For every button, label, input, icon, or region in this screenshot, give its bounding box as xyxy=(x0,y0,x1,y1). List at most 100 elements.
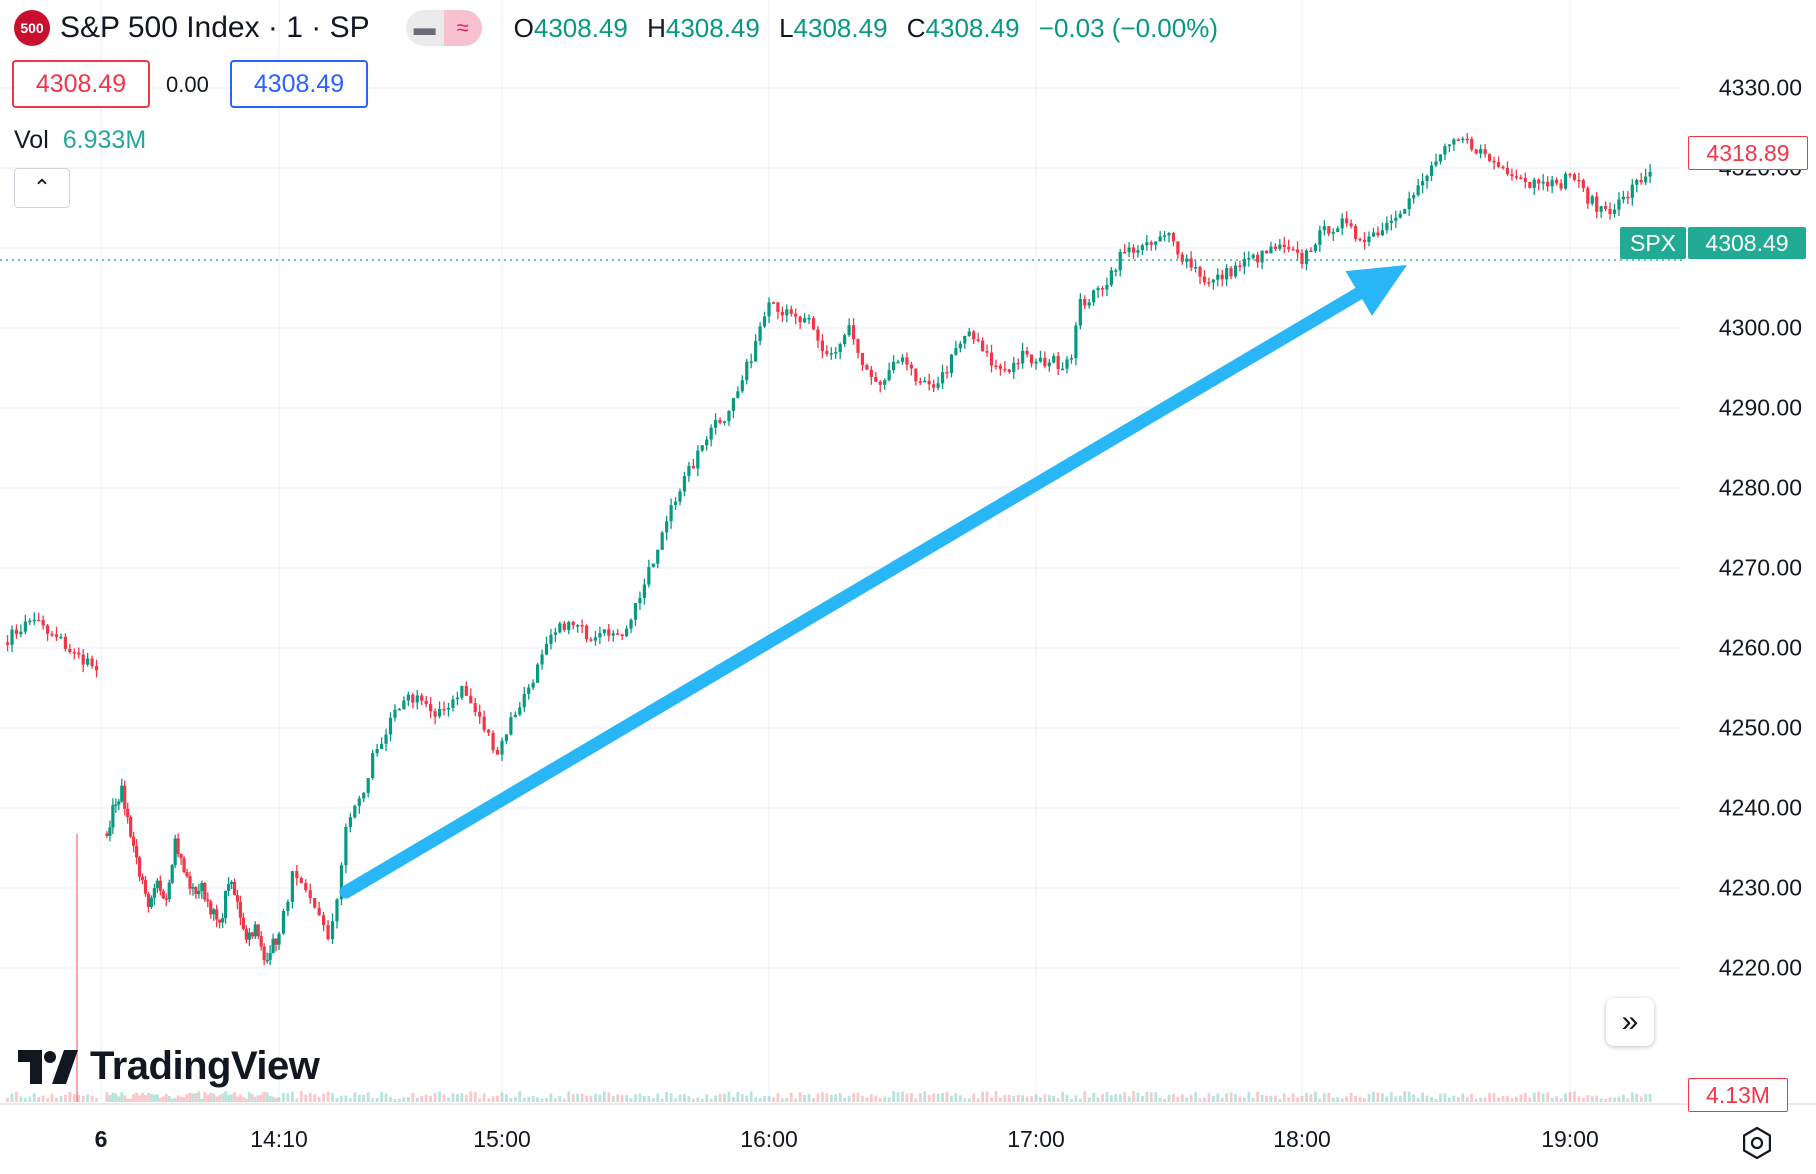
candle xyxy=(1572,172,1577,182)
candle xyxy=(50,630,54,637)
candle xyxy=(869,366,873,385)
volume-bar xyxy=(277,1097,281,1102)
volume-bar xyxy=(451,1092,455,1102)
minus-icon[interactable]: ▬ xyxy=(405,10,444,46)
volume-bar xyxy=(353,1092,357,1102)
session-toggle[interactable]: ▬ ≈ xyxy=(405,10,482,46)
volume-bar xyxy=(120,1092,124,1102)
tradingview-logo[interactable]: TradingView xyxy=(18,1044,320,1089)
volume-bar xyxy=(95,1098,98,1102)
candle xyxy=(339,862,344,905)
volume-bar xyxy=(1123,1092,1127,1102)
candle xyxy=(536,662,540,683)
volume-bar xyxy=(647,1096,651,1102)
candle xyxy=(81,649,85,673)
candle xyxy=(1083,295,1087,310)
volume-bar xyxy=(967,1098,971,1102)
ohlc-readout: O4308.49 H4308.49 L4308.49 C4308.49 −0.0… xyxy=(514,13,1230,44)
volume-bar xyxy=(464,1094,468,1102)
candle xyxy=(10,625,14,653)
volume-bar xyxy=(1403,1091,1407,1102)
volume-bar xyxy=(185,1094,189,1102)
candle xyxy=(954,340,958,356)
candle xyxy=(23,614,27,635)
volume-bar xyxy=(683,1093,686,1102)
candle xyxy=(553,627,557,643)
arrow-shaft xyxy=(339,286,1366,899)
volume-bar xyxy=(357,1094,361,1102)
volume-bar xyxy=(144,1095,147,1102)
candle xyxy=(1403,208,1407,214)
candle xyxy=(1421,173,1425,194)
candle xyxy=(958,341,962,353)
candle xyxy=(188,871,192,895)
candle xyxy=(63,633,67,652)
volume-bar xyxy=(594,1093,597,1102)
buy-price-button[interactable]: 4308.49 xyxy=(230,60,368,108)
volume-bar xyxy=(215,1096,219,1102)
symbol-title[interactable]: S&P 500 Index · 1 · SP xyxy=(60,11,370,44)
volume-bar xyxy=(1639,1096,1643,1102)
volume-bar xyxy=(696,1097,700,1102)
candle xyxy=(259,931,263,951)
candle xyxy=(1429,161,1434,182)
candle xyxy=(206,892,210,908)
volume-bar xyxy=(1331,1097,1335,1102)
candle xyxy=(1541,174,1545,191)
volume-bar xyxy=(138,1095,141,1102)
volume-bar xyxy=(749,1091,753,1102)
volume-bar xyxy=(1327,1092,1331,1102)
volume-bar xyxy=(838,1093,842,1102)
time-tick-label: 15:00 xyxy=(473,1126,531,1152)
volume-bar xyxy=(509,1098,513,1102)
candle xyxy=(1532,177,1536,196)
candle xyxy=(531,679,535,691)
scroll-to-realtime-button[interactable]: » xyxy=(1606,998,1654,1046)
candle xyxy=(1447,144,1451,153)
candle xyxy=(464,681,468,696)
volume-bar xyxy=(513,1096,517,1102)
candle xyxy=(424,695,428,708)
volume-bar xyxy=(170,1098,174,1102)
candle xyxy=(936,376,940,391)
candle xyxy=(571,620,575,630)
volume-bar xyxy=(1061,1091,1064,1102)
candle xyxy=(1003,361,1007,373)
volume-bar xyxy=(1198,1098,1202,1102)
time-tick-label: 6 xyxy=(94,1126,108,1152)
sell-price-button[interactable]: 4308.49 xyxy=(12,60,150,108)
volume-bar xyxy=(256,1095,260,1102)
volume-bar xyxy=(182,1097,186,1102)
volume-bar xyxy=(923,1091,927,1102)
candle xyxy=(816,326,820,349)
volume-bar xyxy=(1251,1097,1255,1102)
candle xyxy=(945,365,949,379)
candle xyxy=(226,877,231,897)
candle xyxy=(705,435,709,451)
volume-bar xyxy=(1300,1095,1304,1102)
volume-bar xyxy=(740,1094,744,1102)
candle xyxy=(1425,174,1429,189)
volume-bar xyxy=(1340,1098,1344,1102)
volume-bar xyxy=(1389,1092,1393,1102)
volume-bar xyxy=(545,1098,548,1102)
volume-bar xyxy=(1034,1094,1038,1102)
candle xyxy=(1016,358,1020,370)
candle xyxy=(209,899,213,919)
candle xyxy=(509,712,513,736)
volume-bar xyxy=(203,1092,207,1102)
volume-bar xyxy=(745,1095,749,1102)
candle xyxy=(495,746,500,755)
volume-bar xyxy=(1559,1098,1563,1102)
candle xyxy=(1092,289,1096,306)
volume-bar xyxy=(905,1093,909,1102)
candle xyxy=(173,834,177,869)
candle xyxy=(164,893,168,907)
collapse-legend-button[interactable]: ⌃ xyxy=(14,168,70,208)
volume-bar xyxy=(1537,1091,1541,1102)
price-tick-label: 4230.00 xyxy=(1718,874,1802,901)
approx-icon[interactable]: ≈ xyxy=(443,10,482,46)
candle xyxy=(299,876,303,884)
axis-settings-button[interactable] xyxy=(1740,1126,1774,1165)
